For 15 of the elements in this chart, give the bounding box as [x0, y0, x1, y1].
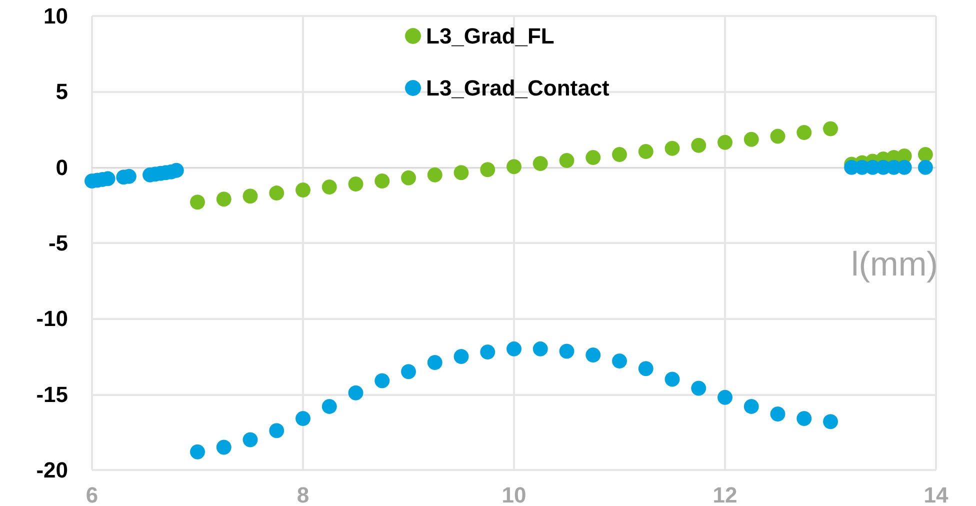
x-tick-label: 12 [712, 482, 738, 506]
y-tick-label: 5 [56, 79, 68, 104]
legend-label: L3_Grad_FL [426, 24, 554, 48]
y-tick-label: 10 [44, 4, 68, 28]
y-tick-label: -15 [36, 382, 68, 407]
x-tick-label: 8 [296, 482, 310, 506]
x-tick-label: 10 [502, 482, 526, 506]
x-tick-label: 6 [86, 482, 98, 506]
y-tick-label: 0 [56, 154, 68, 180]
x-axis-title: l(mm) [851, 246, 938, 284]
y-tick-label: -5 [48, 230, 68, 256]
y-tick-label: -20 [36, 458, 68, 482]
x-tick-label: 14 [924, 482, 949, 506]
y-tick-label: -10 [36, 306, 68, 332]
legend-label: L3_Grad_Contact [426, 76, 610, 100]
